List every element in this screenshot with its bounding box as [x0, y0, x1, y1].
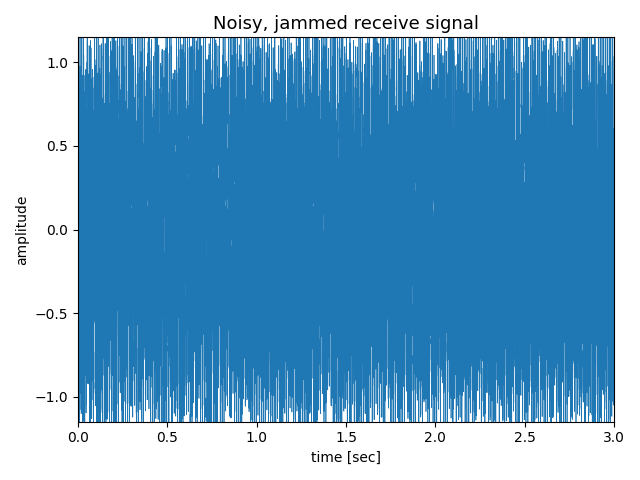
X-axis label: time [sec]: time [sec]: [311, 451, 381, 465]
Y-axis label: amplitude: amplitude: [15, 194, 29, 264]
Title: Noisy, jammed receive signal: Noisy, jammed receive signal: [213, 15, 479, 33]
